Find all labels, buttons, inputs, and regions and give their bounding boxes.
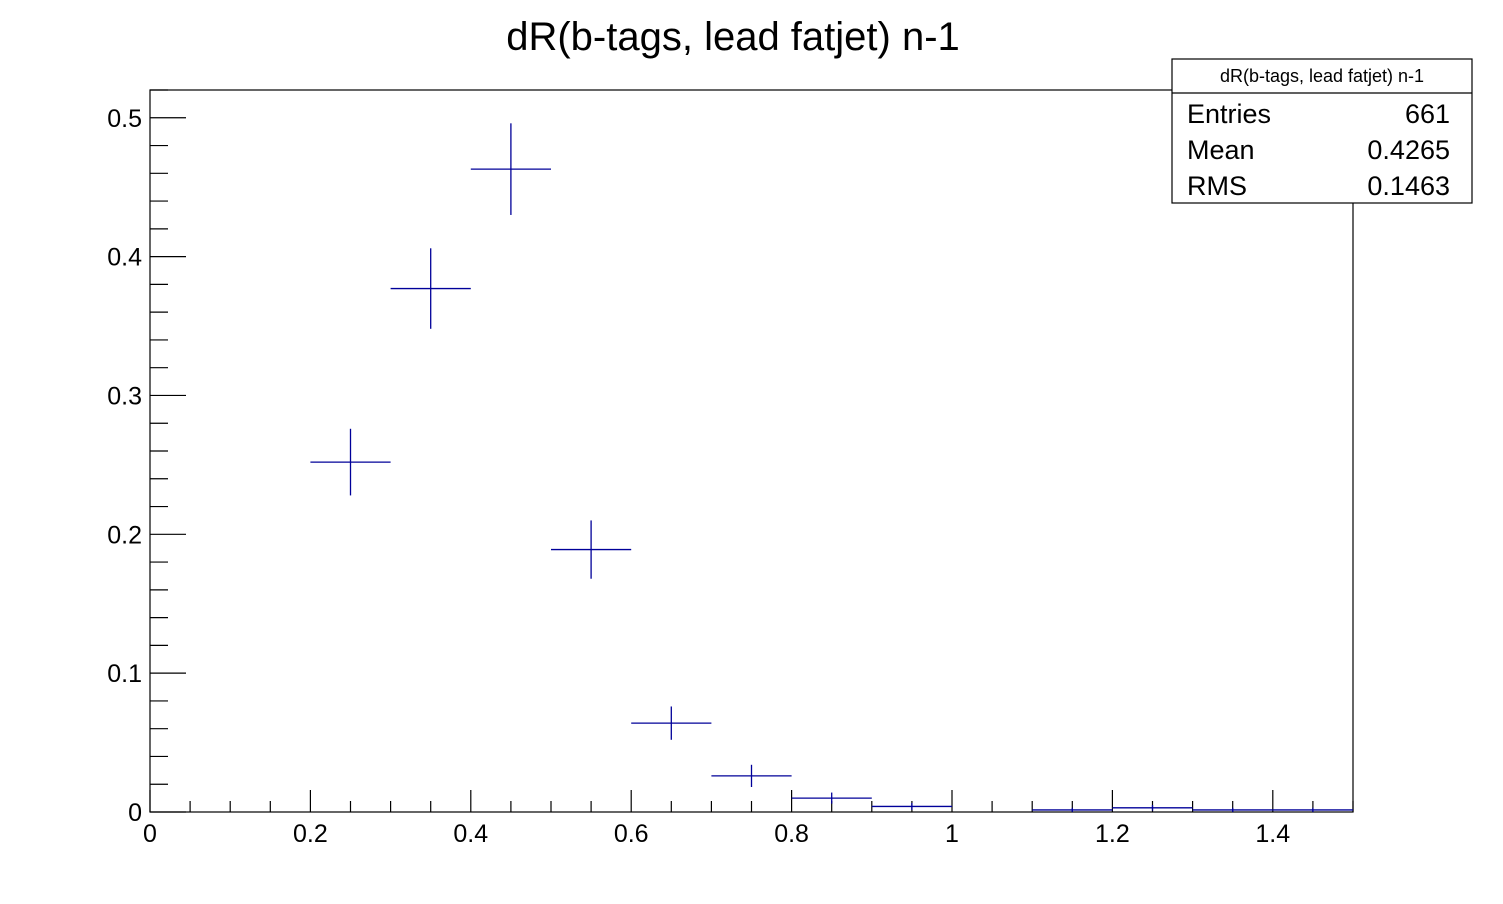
x-tick-label: 1 [945,820,959,848]
x-tick-label: 0.6 [614,820,649,848]
x-tick-label: 0.8 [774,820,809,848]
data-point [551,520,632,579]
y-tick-label: 0 [128,799,142,827]
data-point [1032,807,1113,812]
data-point [1192,807,1273,812]
x-tick-label: 1.4 [1255,820,1290,848]
chart-title: dR(b-tags, lead fatjet) n-1 [506,15,960,59]
x-tick-label: 0.2 [293,820,328,848]
data-points [310,123,1353,812]
data-point [310,428,391,496]
stats-mean-label: Mean [1187,135,1255,165]
stats-entries-value: 661 [1405,99,1450,129]
y-tick-label: 0.4 [107,244,142,272]
data-point [1112,805,1193,811]
stats-box-frame [1171,58,1473,204]
data-point [470,123,551,215]
stats-box: dR(b-tags, lead fatjet) n-1 Entries 661 … [1171,58,1473,204]
data-point [631,706,712,740]
x-tick-label: 1.2 [1095,820,1130,848]
data-point [1272,807,1353,812]
data-point [871,802,952,810]
y-tick-label: 0.3 [107,382,142,410]
stats-rms-label: RMS [1187,171,1247,201]
axes: 0 0.2 0.4 0.6 0.8 1 1.2 1.4 0 0.1 0.2 0.3 0.4 0.5 [107,89,1354,848]
x-tick-label: 0.4 [453,820,488,848]
stats-rms-value: 0.1463 [1367,171,1450,201]
y-tick-label: 0.2 [107,521,142,549]
y-tick-label: 0.5 [107,105,142,133]
stats-title: dR(b-tags, lead fatjet) n-1 [1220,66,1424,86]
stats-entries-label: Entries [1187,99,1271,129]
data-point [390,248,471,329]
x-tick-label: 0 [143,820,157,848]
y-tick-label: 0.1 [107,660,142,688]
data-point [711,764,792,788]
data-point [791,792,872,804]
stats-mean-value: 0.4265 [1367,135,1450,165]
